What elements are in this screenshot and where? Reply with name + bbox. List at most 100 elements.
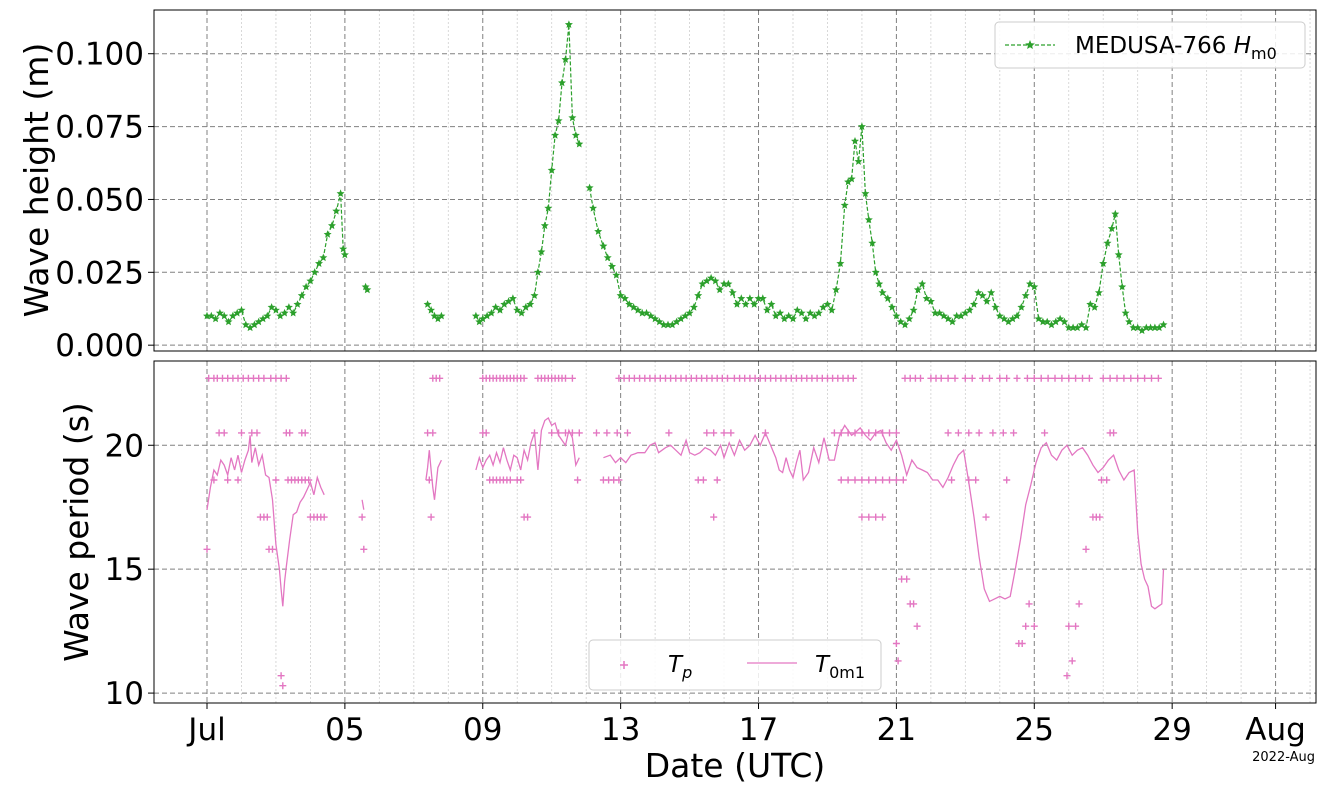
tp-point xyxy=(279,682,287,690)
hm0-point xyxy=(246,323,255,332)
tp-point xyxy=(903,575,911,583)
hm0-point xyxy=(840,201,849,209)
tp-point xyxy=(210,476,218,484)
tp-point xyxy=(830,429,838,437)
tp-point xyxy=(937,374,945,382)
top-y-tick-label: 0.075 xyxy=(55,110,144,146)
hm0-point xyxy=(508,294,517,302)
tp-point xyxy=(710,429,718,437)
legend-t0m1-symbol: T xyxy=(815,652,831,678)
x-tick-label: 09 xyxy=(463,712,502,748)
hm0-point xyxy=(668,320,677,329)
hm0-point xyxy=(594,227,603,235)
tp-point xyxy=(1075,600,1083,608)
hm0-point xyxy=(589,204,598,212)
hm0-point xyxy=(1121,308,1130,317)
hm0-point xyxy=(970,300,978,308)
hm0-point xyxy=(339,244,348,253)
wave-height-panel: 0.000 0.025 0.050 0.075 0.100 Wave height (m… xyxy=(17,9,1317,364)
hm0-point xyxy=(982,297,991,305)
hm0-point xyxy=(944,314,953,323)
hm0-point xyxy=(621,294,629,302)
tp-point xyxy=(517,476,525,484)
tp-point xyxy=(1025,600,1033,608)
hm0-point xyxy=(521,303,530,311)
tp-point xyxy=(1099,374,1107,382)
tp-point xyxy=(520,374,528,382)
hm0-point xyxy=(323,230,332,238)
hm0-point xyxy=(1155,323,1164,332)
hm0-point xyxy=(315,259,323,267)
hm0-point xyxy=(1111,209,1120,218)
tp-point xyxy=(568,429,576,437)
hm0-point xyxy=(1125,317,1134,326)
tp-point xyxy=(1148,374,1155,382)
bottom-legend: Tp T0m1 xyxy=(588,639,882,691)
tp-point xyxy=(999,429,1007,437)
tp-point xyxy=(1068,657,1076,665)
hm0-point xyxy=(857,122,866,130)
tp-point xyxy=(844,429,852,437)
hm0-point xyxy=(883,294,892,302)
tp-point xyxy=(851,476,859,484)
hm0-point xyxy=(1150,323,1159,332)
hm0-point xyxy=(1047,320,1056,329)
hm0-point xyxy=(711,276,720,285)
hm0-point xyxy=(685,308,694,317)
legend-tp-marker xyxy=(620,661,628,669)
top-y-axis-label: Wave height (m) xyxy=(17,43,56,318)
hm0-point xyxy=(332,206,341,215)
top-y-tick-labels: 0.000 0.025 0.050 0.075 0.100 xyxy=(55,37,154,364)
hm0-point xyxy=(698,279,707,288)
hm0-point xyxy=(1034,314,1043,323)
tp-point xyxy=(562,374,569,382)
hm0-point xyxy=(1000,314,1009,323)
hm0-point xyxy=(888,303,897,311)
hm0-point xyxy=(1094,288,1103,297)
hm0-point xyxy=(750,300,759,308)
hm0-point xyxy=(814,308,823,317)
tp-point xyxy=(886,429,893,437)
x-tick-label: 25 xyxy=(1015,712,1054,748)
hm0-point xyxy=(909,306,918,314)
hm0-point xyxy=(776,308,785,317)
hm0-point xyxy=(1114,250,1123,259)
hm0-point xyxy=(728,288,737,297)
tp-point xyxy=(1106,374,1114,382)
hm0-point xyxy=(289,308,298,317)
hm0-point xyxy=(224,317,233,326)
tp-point xyxy=(436,374,444,382)
tp-point xyxy=(727,429,735,437)
tp-point xyxy=(286,429,294,437)
bottom-y-tick-label: 20 xyxy=(105,428,144,464)
tp-point xyxy=(358,513,366,521)
bottom-axes-frame xyxy=(153,360,1317,704)
hm0-point xyxy=(558,78,566,87)
tp-point xyxy=(203,545,211,553)
tp-point xyxy=(713,476,721,484)
legend-tp-symbol: T xyxy=(668,652,684,678)
hm0-point xyxy=(564,20,573,28)
legend-tp-subscript: p xyxy=(681,663,692,682)
tp-point xyxy=(972,476,980,484)
hm0-point xyxy=(651,314,660,323)
tp-point xyxy=(238,429,245,437)
tp-point xyxy=(975,429,983,437)
hm0-point xyxy=(544,204,553,212)
hm0-point xyxy=(1082,323,1090,332)
tp-point xyxy=(220,429,228,437)
tp-point xyxy=(224,476,232,484)
hm0-point xyxy=(702,276,711,285)
hm0-point xyxy=(284,303,293,311)
hm0-point xyxy=(259,314,267,323)
hm0-point xyxy=(875,279,884,288)
tp-point xyxy=(548,429,556,437)
tp-point xyxy=(1041,429,1049,437)
hm0-point xyxy=(957,311,965,320)
tp-point xyxy=(879,476,887,484)
x-axis-label: Date (UTC) xyxy=(645,746,826,785)
hm0-point xyxy=(1013,311,1021,320)
hm0-point xyxy=(241,320,250,329)
tp-point xyxy=(506,476,514,484)
